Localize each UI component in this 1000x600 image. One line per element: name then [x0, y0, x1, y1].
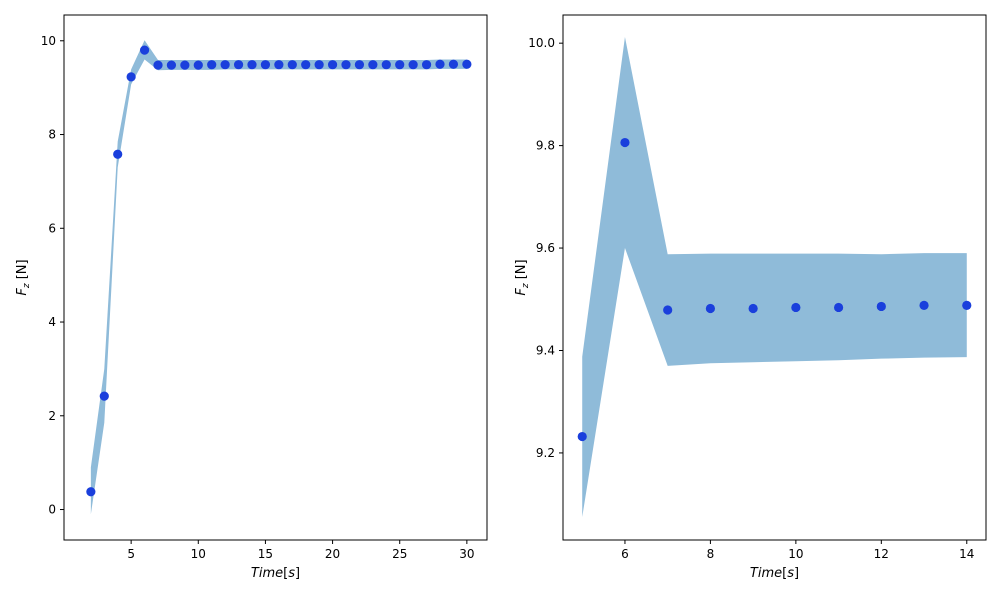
data-point — [220, 60, 230, 70]
data-point — [705, 303, 716, 314]
right-chart: 6 8 10 12 14 9.2 9.4 9.6 9.8 10.0 Time[s] Fz [N] — [514, 14, 987, 581]
data-point — [86, 487, 96, 497]
data-point — [126, 72, 136, 82]
data-point — [99, 391, 109, 401]
data-point — [207, 60, 217, 70]
x-tick-label: 30 — [459, 547, 474, 561]
data-point — [620, 137, 630, 148]
data-point — [327, 60, 338, 70]
axes-frame — [63, 14, 488, 541]
data-point — [919, 300, 929, 311]
x-tick-label: 10 — [191, 547, 206, 561]
data-point — [663, 305, 673, 315]
x-tick-label: 10 — [788, 547, 803, 561]
y-tick-label: 6 — [48, 221, 56, 235]
y-tick-label: 10.0 — [528, 36, 555, 50]
y-tick-label: 0 — [48, 503, 56, 517]
data-point — [341, 60, 351, 70]
y-tick-label: 9.6 — [536, 241, 555, 255]
y-tick-label: 10 — [41, 34, 56, 48]
x-axis-label: Time[s] — [750, 566, 799, 581]
data-point — [301, 60, 311, 70]
data-point — [791, 302, 801, 313]
y-axis-label: Fz [N] — [15, 259, 32, 295]
x-tick-label: 6 — [621, 547, 629, 561]
left-chart: 5 10 15 20 25 30 0 2 4 6 8 10 Time[s] Fz [N] — [15, 14, 488, 581]
confidence-band — [90, 40, 467, 515]
data-point — [180, 60, 190, 70]
data-point — [748, 303, 758, 314]
y-axis-label: Fz [N] — [514, 259, 531, 295]
data-point — [962, 300, 972, 311]
x-tick-label: 8 — [707, 547, 715, 561]
y-tick-label: 8 — [48, 128, 56, 142]
data-point — [435, 59, 445, 69]
y-tick-label: 9.4 — [536, 343, 555, 357]
data-point — [247, 60, 257, 70]
data-point — [833, 302, 844, 313]
data-point — [381, 60, 391, 70]
data-point — [448, 59, 459, 69]
data-point — [260, 60, 271, 70]
data-point — [354, 60, 365, 70]
y-tick-label: 4 — [48, 315, 56, 329]
data-point — [233, 60, 244, 70]
x-tick-label: 25 — [392, 547, 407, 561]
data-point — [368, 60, 378, 70]
data-point — [274, 60, 284, 70]
data-point — [166, 60, 177, 70]
data-point — [287, 60, 297, 70]
data-point — [395, 60, 405, 70]
x-tick-label: 20 — [325, 547, 340, 561]
x-tick-label: 5 — [127, 547, 135, 561]
data-point — [193, 60, 203, 70]
data-point — [139, 45, 150, 55]
data-point — [462, 59, 472, 69]
data-point — [408, 60, 418, 70]
data-point — [577, 431, 587, 442]
confidence-band — [582, 37, 967, 517]
data-point — [876, 301, 886, 312]
data-point — [314, 60, 324, 70]
x-tick-label: 14 — [959, 547, 974, 561]
data-point — [113, 149, 123, 159]
data-point — [153, 60, 163, 70]
y-tick-label: 9.8 — [536, 139, 555, 153]
data-point — [421, 60, 432, 70]
x-tick-label: 12 — [874, 547, 889, 561]
y-tick-label: 9.2 — [536, 446, 555, 460]
x-tick-label: 15 — [258, 547, 273, 561]
x-axis-label: Time[s] — [251, 566, 300, 581]
axes-frame — [562, 14, 987, 541]
y-tick-label: 2 — [48, 409, 56, 423]
